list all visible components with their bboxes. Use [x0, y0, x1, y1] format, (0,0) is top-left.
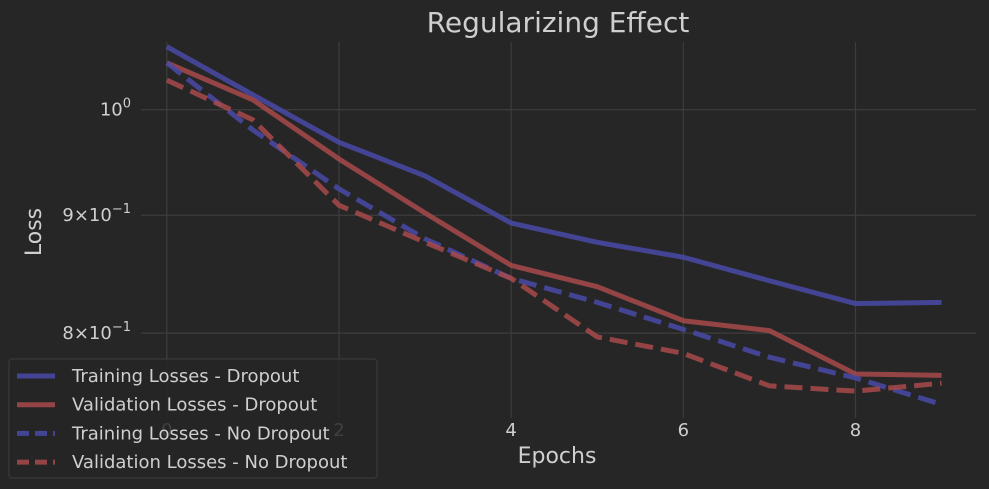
x-tick-label: 8: [850, 420, 861, 441]
legend-label: Training Losses - No Dropout: [71, 423, 330, 444]
y-tick-label: 100: [100, 97, 131, 121]
series-line-3: [165, 60, 943, 407]
chart-title: Regularizing Effect: [427, 6, 690, 39]
legend-label: Training Losses - Dropout: [71, 366, 299, 387]
x-tick-label: 6: [678, 420, 689, 441]
legend-label: Validation Losses - No Dropout: [72, 452, 347, 473]
legend: Training Losses - Dropout Validation Loss…: [8, 358, 378, 479]
y-tick-label: 9×10−1: [62, 202, 131, 226]
series-line-1: [165, 44, 942, 307]
legend-label: Validation Losses - Dropout: [72, 395, 317, 416]
x-tick-label: 4: [505, 420, 516, 441]
series-line-4: [165, 77, 942, 394]
y-tick-label: 8×10−1: [62, 320, 131, 344]
legend-box: [8, 358, 378, 479]
y-axis-label: Loss: [22, 208, 47, 256]
x-axis-label: Epochs: [518, 444, 597, 469]
series-line-2: [165, 60, 942, 378]
